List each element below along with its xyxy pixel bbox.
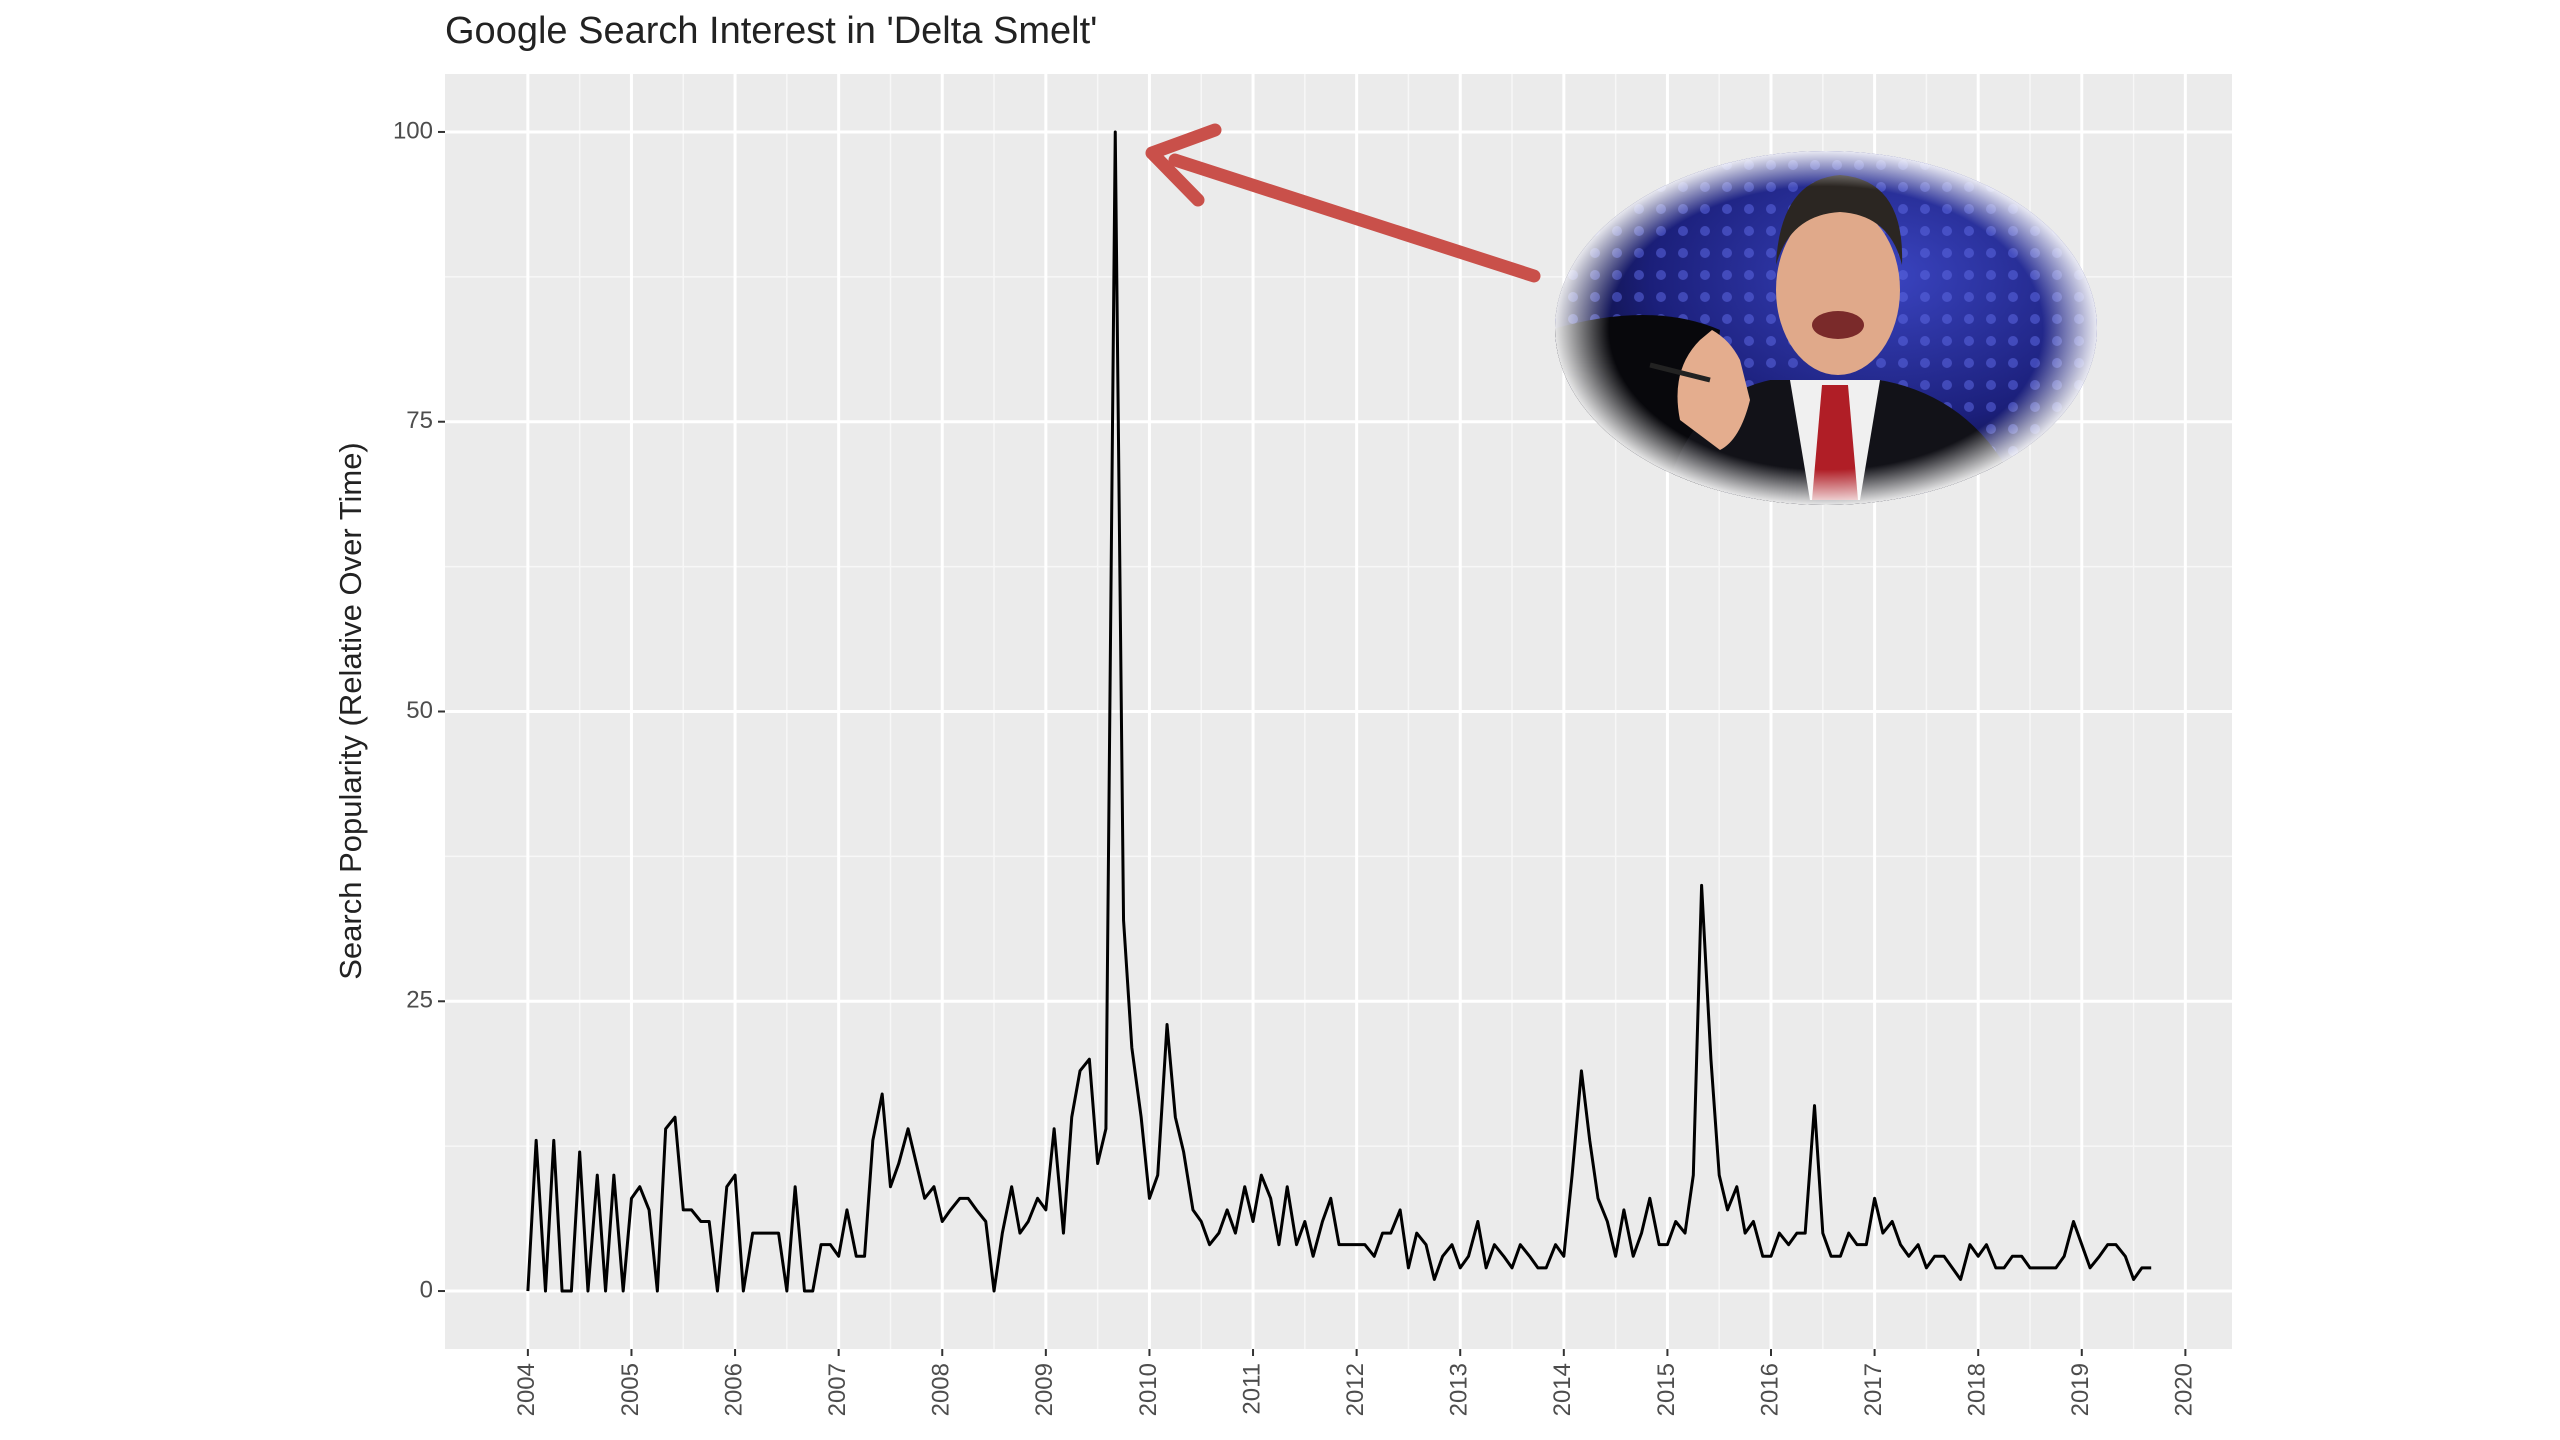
x-tick-label: 2011 [1238,1363,1265,1415]
x-tick-label: 2010 [1135,1363,1162,1416]
y-tick-label: 25 [406,987,433,1014]
x-tick-label: 2008 [928,1363,955,1416]
y-tick-label: 100 [393,117,433,144]
x-tick-label: 2004 [513,1363,540,1416]
x-tick-label: 2005 [617,1363,644,1416]
data-line [526,130,2152,1293]
chart-title: Google Search Interest in 'Delta Smelt' [445,10,1097,52]
x-tick-label: 2014 [1549,1363,1576,1416]
y-axis-label: Search Popularity (Relative Over Time) [333,442,368,980]
marks [526,130,2152,1293]
x-tick-label: 2012 [1342,1363,1369,1416]
x-tick-label: 2016 [1756,1363,1783,1416]
grid [445,74,2232,1349]
arrow [1145,123,1541,283]
y-tick-label: 50 [406,697,433,724]
photo-vignette [1555,151,2097,505]
x-tick-label: 2020 [2171,1363,2198,1416]
x-tick-label: 2017 [1860,1363,1887,1416]
y-tick-label: 0 [420,1276,433,1303]
y-tick-label: 75 [406,407,433,434]
x-tick-label: 2018 [1964,1363,1991,1416]
x-tick-label: 2009 [1031,1363,1058,1416]
x-tick-label: 2015 [1653,1363,1680,1416]
x-tick-label: 2019 [2067,1363,2094,1416]
x-tick-label: 2007 [824,1363,851,1416]
x-tick-label: 2013 [1446,1363,1473,1416]
x-tick-label: 2006 [720,1363,747,1416]
